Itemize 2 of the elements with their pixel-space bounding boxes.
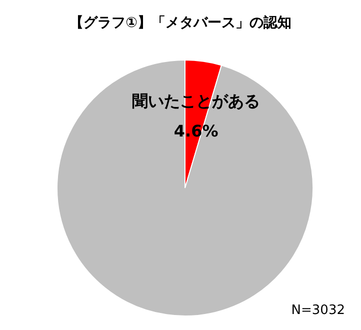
chart-title: 【グラフ①】「メタバース」の認知: [68, 14, 292, 32]
text: N=3032: [291, 303, 345, 318]
